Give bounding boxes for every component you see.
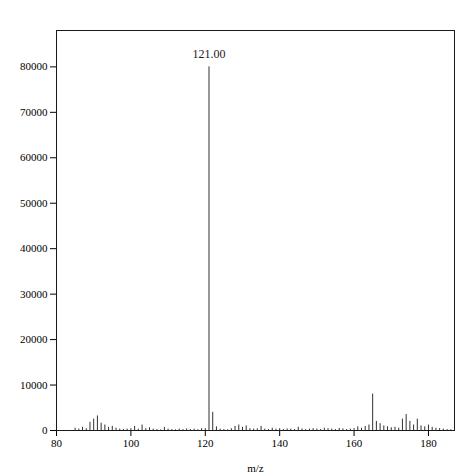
- svg-text:40000: 40000: [20, 242, 48, 254]
- svg-text:60000: 60000: [20, 151, 48, 163]
- svg-text:100: 100: [123, 437, 140, 449]
- svg-text:121.00: 121.00: [193, 47, 226, 61]
- svg-text:70000: 70000: [20, 106, 48, 118]
- svg-text:120: 120: [197, 437, 214, 449]
- svg-text:180: 180: [420, 437, 437, 449]
- svg-text:30000: 30000: [20, 288, 48, 300]
- svg-text:160: 160: [346, 437, 363, 449]
- svg-text:50000: 50000: [20, 197, 48, 209]
- svg-text:20000: 20000: [20, 333, 48, 345]
- svg-text:m/z: m/z: [247, 462, 264, 474]
- svg-text:80000: 80000: [20, 60, 48, 72]
- svg-text:140: 140: [271, 437, 288, 449]
- svg-text:0: 0: [42, 424, 48, 436]
- svg-text:10000: 10000: [20, 379, 48, 391]
- svg-text:80: 80: [51, 437, 63, 449]
